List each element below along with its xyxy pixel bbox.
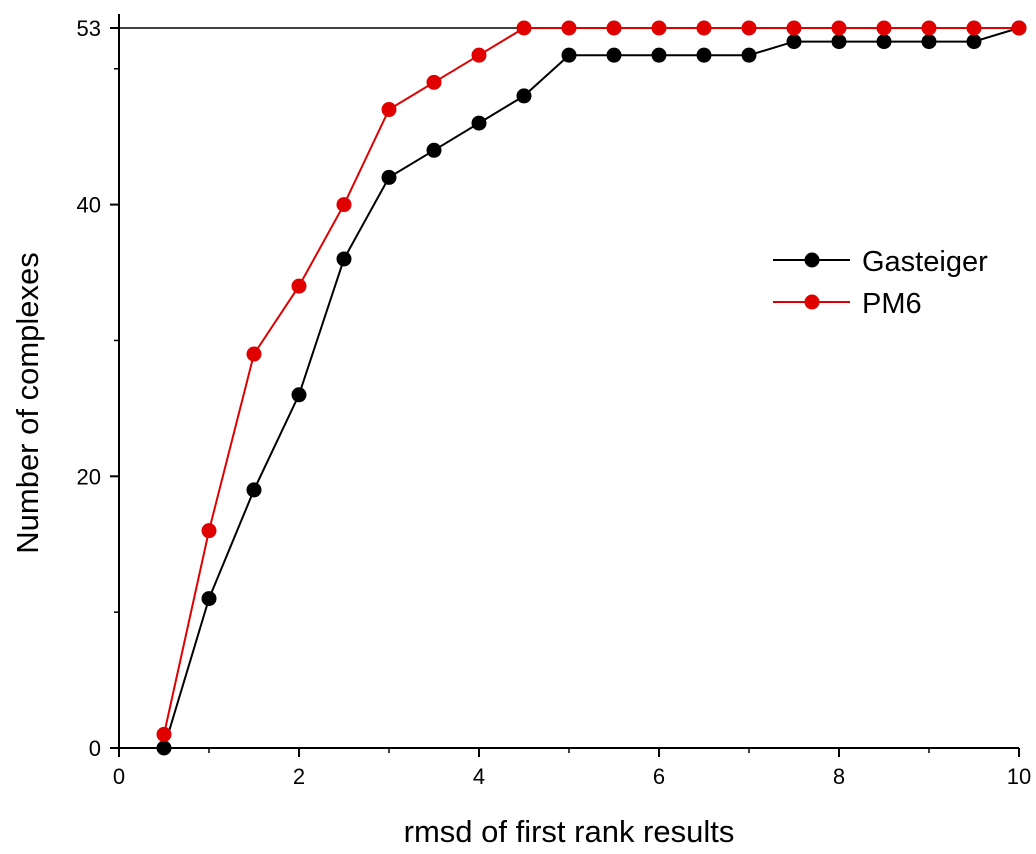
data-point bbox=[786, 34, 802, 50]
y-tick-label: 40 bbox=[77, 193, 101, 218]
series-group bbox=[156, 20, 1027, 756]
data-point bbox=[201, 591, 217, 607]
data-point bbox=[741, 20, 757, 36]
data-point bbox=[921, 34, 937, 50]
y-tick-label: 53 bbox=[77, 16, 101, 41]
data-point bbox=[606, 47, 622, 63]
data-point bbox=[966, 34, 982, 50]
data-point bbox=[561, 47, 577, 63]
data-point bbox=[516, 20, 532, 36]
data-point bbox=[246, 346, 262, 362]
y-tick-label: 0 bbox=[89, 736, 101, 761]
data-point bbox=[876, 20, 892, 36]
x-tick-label: 2 bbox=[293, 764, 305, 789]
legend-marker bbox=[804, 294, 820, 310]
series-line bbox=[163, 27, 1020, 749]
data-point bbox=[516, 88, 532, 104]
axes bbox=[118, 14, 1019, 749]
data-point bbox=[426, 74, 442, 90]
data-point bbox=[426, 142, 442, 158]
data-point bbox=[651, 20, 667, 36]
data-point bbox=[741, 47, 757, 63]
data-point bbox=[696, 47, 712, 63]
data-point bbox=[831, 20, 847, 36]
data-point bbox=[876, 34, 892, 50]
y-axis-title: Number of complexes bbox=[10, 252, 45, 554]
data-point bbox=[1011, 20, 1027, 36]
x-tick-label: 10 bbox=[1007, 764, 1031, 789]
data-point bbox=[471, 47, 487, 63]
data-point bbox=[696, 20, 712, 36]
series-line bbox=[163, 27, 1019, 735]
data-point bbox=[381, 102, 397, 118]
x-tick-label: 8 bbox=[833, 764, 845, 789]
legend-label: PM6 bbox=[862, 288, 922, 320]
data-point bbox=[786, 20, 802, 36]
data-point bbox=[831, 34, 847, 50]
data-point bbox=[246, 482, 262, 498]
data-point bbox=[291, 278, 307, 294]
data-point bbox=[561, 20, 577, 36]
data-point bbox=[651, 47, 667, 63]
data-point bbox=[156, 740, 172, 756]
legend: Gasteiger PM6 bbox=[773, 246, 988, 320]
x-tick-label: 6 bbox=[653, 764, 665, 789]
legend-marker bbox=[804, 252, 820, 268]
legend-label: Gasteiger bbox=[862, 246, 988, 278]
x-axis-ticks: 0 2 4 6 8 10 bbox=[113, 748, 1031, 789]
x-axis-title: rmsd of first rank results bbox=[404, 814, 735, 849]
data-point bbox=[381, 169, 397, 185]
data-point bbox=[966, 20, 982, 36]
x-tick-label: 4 bbox=[473, 764, 485, 789]
y-tick-label: 20 bbox=[77, 464, 101, 489]
data-point bbox=[336, 251, 352, 267]
data-point bbox=[471, 115, 487, 131]
data-point bbox=[606, 20, 622, 36]
data-point bbox=[336, 197, 352, 213]
data-point bbox=[201, 523, 217, 539]
x-tick-label: 0 bbox=[113, 764, 125, 789]
data-point bbox=[921, 20, 937, 36]
data-point bbox=[156, 726, 172, 742]
y-axis-ticks: 0 20 40 53 bbox=[77, 16, 119, 761]
data-point bbox=[291, 387, 307, 403]
